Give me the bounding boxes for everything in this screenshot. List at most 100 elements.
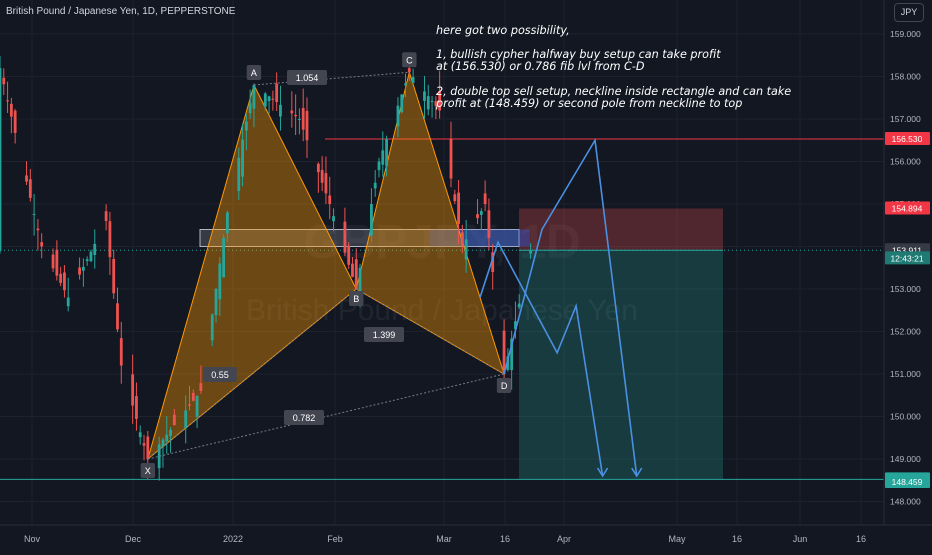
- annotation-text-note[interactable]: here got two possibility, 1, bullish cyp…: [436, 24, 856, 110]
- candle-body: [358, 267, 362, 294]
- candle-body: [449, 138, 453, 179]
- candle-body: [400, 94, 404, 113]
- candle-body: [267, 96, 271, 101]
- candle-body: [40, 242, 44, 247]
- candle-body: [298, 119, 301, 120]
- candle-body: [332, 216, 335, 222]
- point-label-x-bg: [140, 463, 156, 478]
- ratio-label-text: 0.55: [211, 370, 229, 380]
- candles: [0, 56, 532, 481]
- candle-body: [506, 356, 510, 370]
- x-tick-label: May: [668, 534, 686, 544]
- bullish-projection-path: [503, 137, 638, 477]
- x-tick-label: Jun: [793, 534, 808, 544]
- arrow-head-icon: [596, 467, 609, 478]
- candle-body: [36, 228, 40, 231]
- annotation-line: 1, bullish cypher halfway buy setup can …: [436, 48, 721, 62]
- y-tick-label: 149.000: [890, 454, 921, 464]
- stop-loss-zone: [519, 208, 723, 251]
- candle-body: [502, 330, 506, 374]
- y-tick-label: 158.000: [890, 72, 921, 82]
- candle-body: [248, 103, 252, 114]
- candle-body: [138, 432, 142, 438]
- candle-body: [301, 108, 305, 130]
- point-label-a: A: [246, 65, 262, 80]
- annotation-line: profit at (148.459) or second pole from …: [436, 96, 743, 110]
- price-tag-bg: [885, 131, 930, 145]
- candle-body: [434, 101, 438, 106]
- x-tick-label: 16: [856, 534, 866, 544]
- candle-body: [59, 273, 63, 283]
- ratio-line-xb: [147, 288, 357, 460]
- ratio-label-bg: [203, 367, 237, 382]
- candle-body: [165, 434, 169, 442]
- candle-body: [104, 211, 108, 221]
- ratio-line-xd: [147, 373, 505, 460]
- x-tick-label: Feb: [327, 534, 343, 544]
- price-tag-153911: 153.911: [892, 245, 922, 255]
- candle-body: [131, 374, 135, 406]
- currency-button[interactable]: JPY: [894, 3, 924, 22]
- y-tick-label: 157.000: [890, 114, 921, 124]
- candle-body: [294, 114, 298, 117]
- y-tick-label: 151.000: [890, 369, 921, 379]
- candle-body: [119, 338, 123, 366]
- ratio-label: 1.054: [287, 70, 327, 85]
- candle-body: [491, 252, 495, 272]
- candle-body: [161, 439, 165, 447]
- candle-body: [460, 232, 464, 247]
- point-label-a-text: A: [251, 68, 257, 78]
- bearish-projection-path: [479, 240, 604, 477]
- price-tag-156530: 156.530: [892, 134, 923, 144]
- ratio-label-text: 1.054: [296, 73, 319, 83]
- candle-body: [320, 170, 324, 183]
- candle-body: [316, 163, 320, 173]
- point-label-d: D: [496, 378, 512, 393]
- watermark-name: British Pound / Japanese Yen: [246, 294, 638, 327]
- ratio-label: 1.399: [364, 327, 404, 342]
- candle-body: [142, 443, 146, 446]
- candle-body: [237, 157, 241, 192]
- candle-body: [199, 383, 203, 391]
- point-label-b-bg: [349, 291, 364, 306]
- candle-body: [25, 175, 28, 182]
- candle-body: [2, 77, 6, 85]
- candle-body: [479, 211, 483, 215]
- x-tick-label: Dec: [125, 534, 142, 544]
- point-label-d-text: D: [501, 381, 508, 391]
- ratio-label-bg: [364, 327, 404, 342]
- point-label-a-bg: [246, 65, 262, 80]
- candle-body: [370, 204, 373, 236]
- candle-body: [66, 297, 70, 307]
- candle-body: [324, 173, 328, 194]
- y-tick-label: 150.000: [890, 412, 921, 422]
- candle-body: [0, 68, 2, 252]
- candle-body: [328, 195, 332, 204]
- candle-body: [430, 100, 434, 103]
- candle-body: [226, 212, 229, 234]
- y-tick-label: 156.000: [890, 157, 921, 167]
- candle-body: [483, 193, 487, 204]
- candle-body: [396, 105, 400, 127]
- candle-body: [373, 182, 377, 189]
- candle-body: [343, 221, 347, 253]
- candle-body: [191, 392, 195, 401]
- candle-body: [438, 90, 442, 111]
- candle-body: [241, 139, 244, 177]
- candle-body: [188, 404, 191, 406]
- candle-body: [354, 259, 358, 289]
- candle-body: [476, 214, 479, 219]
- price-tag-154894: 154.894: [892, 204, 923, 214]
- candle-body: [457, 192, 460, 224]
- candle-body: [210, 314, 214, 341]
- x-tick-label: 16: [732, 534, 742, 544]
- ratio-label-bg: [287, 70, 327, 85]
- symbol-title: British Pound / Japanese Yen, 1D, PEPPER…: [6, 6, 236, 17]
- candle-body: [517, 303, 521, 308]
- candle-body: [112, 259, 116, 294]
- point-label-x: X: [140, 463, 156, 478]
- price-axis: 148.000 149.000 150.000 151.000 152.000 153.0…: [883, 0, 932, 525]
- candle-body: [252, 85, 256, 109]
